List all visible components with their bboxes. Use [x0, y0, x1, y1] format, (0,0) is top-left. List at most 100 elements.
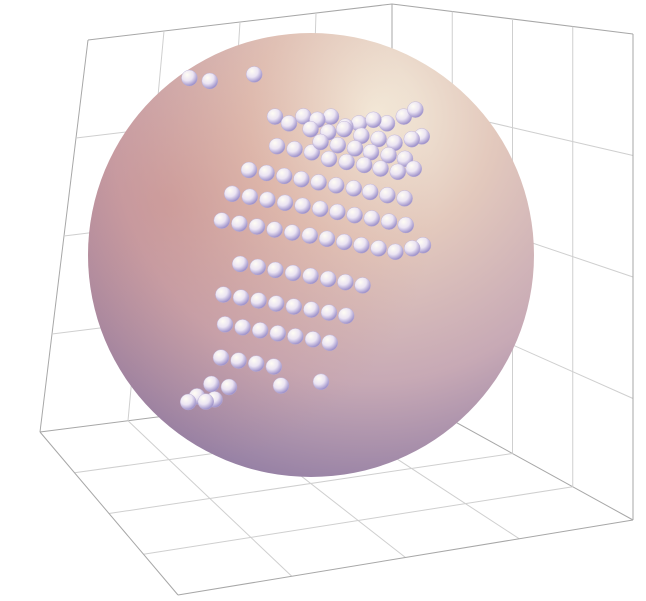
data-point	[354, 277, 371, 294]
data-point	[380, 213, 398, 230]
data-point	[286, 140, 303, 158]
data-point	[267, 261, 284, 279]
data-point	[345, 180, 362, 197]
data-point	[310, 174, 327, 191]
data-point	[234, 319, 251, 336]
data-point	[365, 111, 382, 129]
data-point	[322, 108, 340, 125]
data-point	[303, 301, 320, 318]
data-point	[232, 289, 250, 306]
data-point	[346, 206, 363, 224]
data-point	[379, 186, 396, 204]
data-point	[362, 143, 380, 161]
data-point	[338, 153, 355, 171]
data-point	[362, 183, 379, 201]
data-point	[223, 185, 241, 203]
data-point	[329, 136, 346, 154]
data-point	[389, 163, 406, 181]
data-point	[280, 115, 298, 132]
sphere-surface	[88, 33, 534, 477]
data-point	[302, 267, 319, 285]
grid-line	[143, 486, 573, 555]
data-point	[265, 358, 282, 375]
data-point	[215, 286, 232, 303]
data-point	[201, 72, 219, 90]
data-point	[272, 377, 290, 394]
data-point	[396, 190, 413, 207]
data-point	[248, 218, 266, 235]
sphere-tint	[88, 33, 534, 477]
data-point	[259, 191, 276, 209]
data-point	[213, 212, 231, 229]
data-point	[403, 130, 420, 148]
data-point	[320, 150, 338, 168]
data-point	[356, 156, 373, 174]
data-point	[372, 160, 389, 177]
data-point	[407, 101, 424, 118]
data-point	[231, 215, 248, 232]
data-point	[387, 243, 404, 261]
data-point	[241, 188, 259, 206]
data-point	[320, 270, 337, 288]
data-point	[268, 137, 286, 155]
data-point	[252, 322, 269, 339]
data-point	[318, 230, 336, 248]
data-point	[240, 161, 258, 179]
data-point	[230, 352, 247, 369]
data-point	[284, 264, 302, 282]
data-point	[197, 393, 215, 410]
data-point	[380, 146, 397, 164]
axes-edge	[39, 431, 179, 596]
data-point	[249, 258, 266, 276]
data-point	[276, 194, 294, 212]
data-point	[338, 307, 355, 324]
data-point	[266, 108, 284, 125]
data-point	[320, 304, 338, 321]
data-point	[337, 274, 354, 291]
data-point	[397, 216, 414, 234]
data-point	[405, 160, 422, 178]
data-point	[346, 140, 364, 157]
data-points	[179, 66, 432, 411]
data-point	[378, 115, 396, 132]
data-point	[287, 328, 304, 345]
data-point	[328, 177, 345, 194]
data-point	[370, 240, 387, 257]
data-point	[336, 120, 353, 138]
data-point	[312, 200, 329, 218]
data-point	[245, 66, 263, 83]
data-point	[353, 236, 370, 254]
data-point	[258, 164, 275, 182]
data-point	[284, 224, 301, 241]
data-point	[179, 393, 197, 411]
axes-box-front	[39, 34, 634, 596]
data-point	[276, 167, 293, 185]
data-point	[285, 298, 302, 315]
data-point	[220, 378, 238, 396]
data-point	[231, 255, 249, 273]
data-point	[212, 349, 230, 366]
data-point	[250, 292, 267, 309]
data-point	[268, 295, 285, 312]
data-point	[216, 316, 234, 333]
data-point	[302, 120, 319, 138]
data-point	[404, 240, 421, 257]
data-point	[203, 375, 220, 393]
axes-edge	[177, 519, 634, 596]
data-point	[321, 334, 338, 351]
data-point	[181, 69, 198, 87]
data-point	[269, 325, 286, 342]
data-point	[301, 227, 318, 244]
data-point	[294, 197, 311, 215]
data-point	[248, 355, 265, 372]
data-point	[312, 133, 329, 151]
data-point	[370, 130, 387, 148]
data-point	[312, 373, 330, 390]
data-point	[293, 170, 310, 188]
grid-line	[108, 453, 513, 514]
data-point	[304, 331, 322, 348]
data-point	[336, 233, 353, 251]
data-point	[329, 203, 346, 221]
